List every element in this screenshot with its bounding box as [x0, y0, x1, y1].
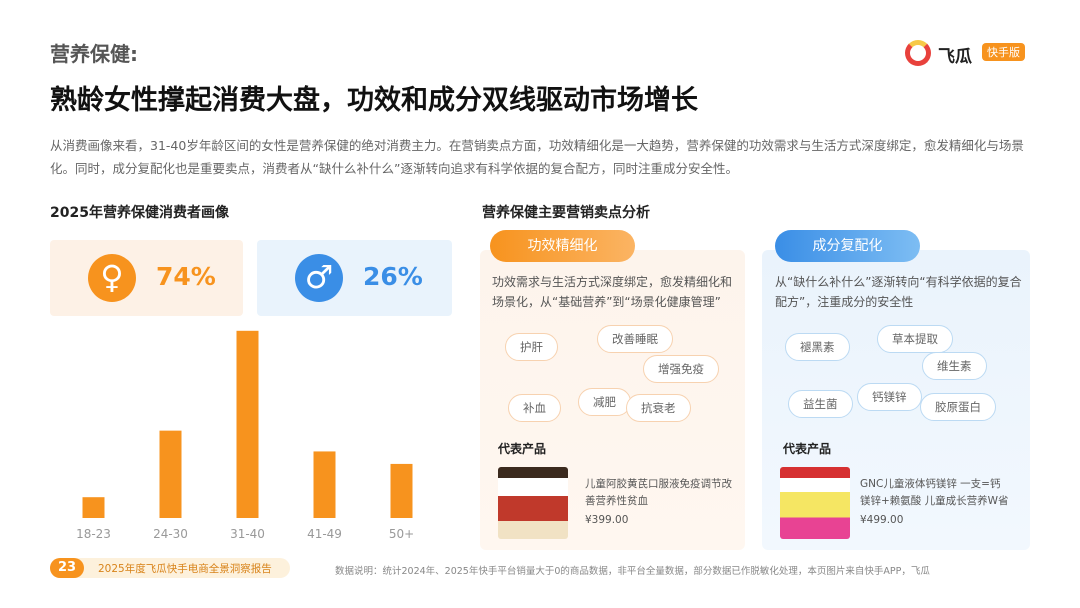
- keyword: 抗衰老: [626, 394, 691, 422]
- product-price: ¥399.00: [585, 514, 629, 526]
- male-card: ♂ 26%: [257, 240, 452, 316]
- report-name: 2025年度飞瓜快手电商全景洞察报告: [98, 563, 272, 575]
- female-card: ♀ 74%: [50, 240, 243, 316]
- logo-text: 飞瓜: [938, 47, 972, 67]
- bar: [159, 430, 182, 518]
- keyword: 褪黑素: [785, 333, 850, 361]
- data-note: 数据说明：统计2024年、2025年快手平台销量大于0的商品数据，非平台全量数据…: [335, 566, 930, 577]
- intro-text: 从消费画像来看，31-40岁年龄区间的女性是营养保健的绝对消费主力。在营销卖点方…: [50, 138, 1024, 176]
- x-tick-label: 18-23: [76, 527, 111, 541]
- bar: [313, 451, 336, 518]
- page-title: 熟龄女性撑起消费大盘，功效和成分双线驱动市场增长: [50, 85, 698, 116]
- keyword: 减肥: [578, 388, 631, 416]
- bar: [82, 497, 105, 518]
- bar: [390, 463, 413, 518]
- section-label: 营养保健:: [50, 42, 138, 66]
- logo-icon: [905, 40, 931, 66]
- product-price: ¥499.00: [860, 514, 904, 526]
- selling-title: 营养保健主要营销卖点分析: [482, 205, 650, 221]
- product-name: GNC儿童液体钙镁锌 一支=钙镁锌+赖氨酸 儿童成长营养W省: [860, 478, 1009, 507]
- product-name: 儿童阿胶黄芪口服液免疫调节改善营养性贫血: [585, 478, 732, 507]
- product-heading: 代表产品: [498, 442, 547, 456]
- formula-tag: 成分复配化: [775, 230, 920, 262]
- female-share: 74%: [156, 262, 216, 291]
- x-tick-label: 24-30: [153, 527, 188, 541]
- bar: [236, 330, 259, 518]
- male-share: 26%: [363, 262, 423, 291]
- keyword: 增强免疫: [643, 355, 719, 383]
- x-tick-label: 31-40: [230, 527, 265, 541]
- product-heading: 代表产品: [783, 442, 832, 456]
- keyword: 益生菌: [788, 390, 853, 418]
- keyword: 改善睡眠: [597, 325, 673, 353]
- keyword: 草本提取: [877, 325, 953, 353]
- x-tick-label: 50+: [389, 527, 414, 541]
- keyword: 维生素: [922, 352, 987, 380]
- page-number: 23: [50, 558, 84, 578]
- keyword: 补血: [508, 394, 561, 422]
- portrait-title: 2025年营养保健消费者画像: [50, 205, 229, 221]
- efficacy-desc: 功效需求与生活方式深度绑定，愈发精细化和场景化，从“基础营养”到“场景化健康管理…: [492, 275, 733, 309]
- keyword: 护肝: [505, 333, 558, 361]
- footer-pill: [50, 558, 290, 578]
- keyword: 钙镁锌: [857, 383, 922, 411]
- keyword: 胶原蛋白: [920, 393, 996, 421]
- male-icon: ♂: [295, 254, 343, 302]
- logo-badge: 快手版: [982, 43, 1025, 61]
- efficacy-tag: 功效精细化: [490, 230, 635, 262]
- age-bar-chart: 18-23 24-30 31-40 41-49 50+: [76, 330, 414, 541]
- product-image: [498, 467, 568, 539]
- female-icon: ♀: [88, 254, 136, 302]
- x-tick-label: 41-49: [307, 527, 342, 541]
- formula-desc: 从“缺什么补什么”逐渐转向“有科学依据的复合配方”，注重成分的安全性: [775, 275, 1022, 309]
- product-image: [780, 467, 850, 539]
